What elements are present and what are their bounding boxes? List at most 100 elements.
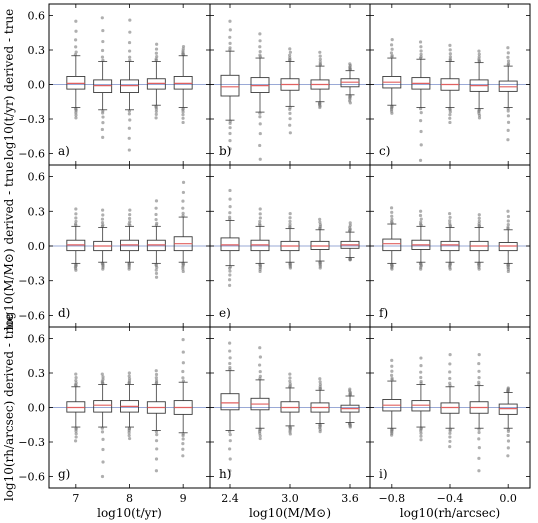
flier-point xyxy=(390,369,394,373)
flier-point xyxy=(288,50,292,54)
ytick-label: 0.0 xyxy=(28,79,46,92)
box-4 xyxy=(310,377,330,434)
flier-point xyxy=(228,28,232,32)
flier-point xyxy=(128,213,132,217)
box-1 xyxy=(382,38,402,115)
box-4 xyxy=(469,353,489,473)
flier-point xyxy=(228,211,232,215)
flier-point xyxy=(318,266,322,270)
flier-point xyxy=(101,111,105,115)
xtick-label: 2.4 xyxy=(221,492,239,505)
flier-point xyxy=(258,53,262,57)
box-1 xyxy=(382,206,402,271)
flier-point xyxy=(181,361,185,365)
flier-point xyxy=(419,209,423,213)
flier-point xyxy=(318,220,322,224)
flier-point xyxy=(228,469,232,473)
flier-point xyxy=(448,215,452,220)
flier-point xyxy=(419,370,423,374)
flier-point xyxy=(348,258,352,262)
ytick-label: 0.6 xyxy=(28,10,46,23)
flier-point xyxy=(477,49,481,53)
flier-point xyxy=(318,382,322,387)
flier-point xyxy=(154,275,159,279)
row-ylabel-age: log10(t/yr) derived - true xyxy=(2,9,16,161)
flier-point xyxy=(448,110,452,114)
flier-point xyxy=(477,222,481,226)
flier-point xyxy=(127,216,132,221)
flier-point xyxy=(448,353,452,357)
flier-point xyxy=(155,221,159,225)
flier-point xyxy=(288,107,292,112)
col-xlabel-radius: log10(rh/arcsec) xyxy=(400,506,500,520)
flier-point xyxy=(228,19,232,23)
flier-point xyxy=(74,212,78,216)
flier-point xyxy=(228,349,232,353)
flier-point xyxy=(506,429,511,433)
flier-point xyxy=(258,49,262,54)
flier-point xyxy=(258,219,262,224)
flier-point xyxy=(181,206,185,210)
flier-point xyxy=(258,355,262,359)
flier-point xyxy=(127,136,131,140)
flier-point xyxy=(390,364,394,368)
box-3 xyxy=(440,43,460,125)
panel-g: 0.6 0.3 0.0 −0.3 −0.6 7 8 9 g) xyxy=(18,326,211,505)
box-2 xyxy=(93,16,113,139)
box-5 xyxy=(340,221,360,262)
flier-point xyxy=(506,219,510,223)
panel-label: f) xyxy=(379,306,388,320)
flier-point xyxy=(258,369,262,374)
flier-point xyxy=(390,38,394,42)
flier-point xyxy=(181,199,185,203)
box-2 xyxy=(411,40,431,162)
flier-point xyxy=(155,55,159,59)
flier-point xyxy=(448,212,452,216)
flier-point xyxy=(288,53,292,57)
flier-point xyxy=(506,59,511,63)
flier-point xyxy=(228,126,232,130)
box-2 xyxy=(93,372,113,479)
flier-point xyxy=(74,219,78,224)
flier-point xyxy=(506,225,510,229)
box-1 xyxy=(382,358,402,437)
flier-point xyxy=(74,50,78,54)
flier-point xyxy=(288,111,292,115)
flier-point xyxy=(228,188,232,193)
flier-point xyxy=(419,52,423,56)
flier-point xyxy=(128,208,132,212)
flier-point xyxy=(181,267,185,271)
flier-point xyxy=(258,122,262,126)
flier-point xyxy=(74,45,78,49)
flier-point xyxy=(477,375,481,380)
flier-point xyxy=(228,41,232,45)
flier-point xyxy=(154,378,159,383)
flier-point xyxy=(258,346,262,350)
box-iqr xyxy=(93,400,113,413)
flier-point xyxy=(228,283,232,287)
panel-label: e) xyxy=(219,306,231,320)
box-2 xyxy=(250,346,270,441)
ytick-label: 0.3 xyxy=(28,367,46,380)
flier-point xyxy=(448,113,452,117)
flier-point xyxy=(181,376,185,380)
column-xlabels-layer: log10(t/yr) log10(M/M⊙) log10(rh/arcsec) xyxy=(97,506,500,520)
flier-point xyxy=(127,374,131,378)
flier-point xyxy=(74,376,78,380)
flier-point xyxy=(154,109,158,114)
flier-point xyxy=(318,377,322,381)
flier-point xyxy=(288,376,292,380)
flier-point xyxy=(288,216,292,220)
panel-i: −0.8 −0.4 0.0 i) xyxy=(369,326,531,505)
flier-point xyxy=(419,375,423,380)
flier-point xyxy=(154,457,159,461)
flier-point xyxy=(101,208,105,212)
box-iqr xyxy=(382,238,402,252)
flier-point xyxy=(506,214,511,219)
panel-label: i) xyxy=(379,467,388,481)
flier-point xyxy=(258,45,262,49)
panels-layer: 0.6 0.3 0.0 −0.3 −0.6 a) b) c) 0.6 0.3 0.0 −0.3 −0.6… xyxy=(18,3,531,505)
flier-point xyxy=(506,439,511,443)
flier-point xyxy=(100,474,105,479)
